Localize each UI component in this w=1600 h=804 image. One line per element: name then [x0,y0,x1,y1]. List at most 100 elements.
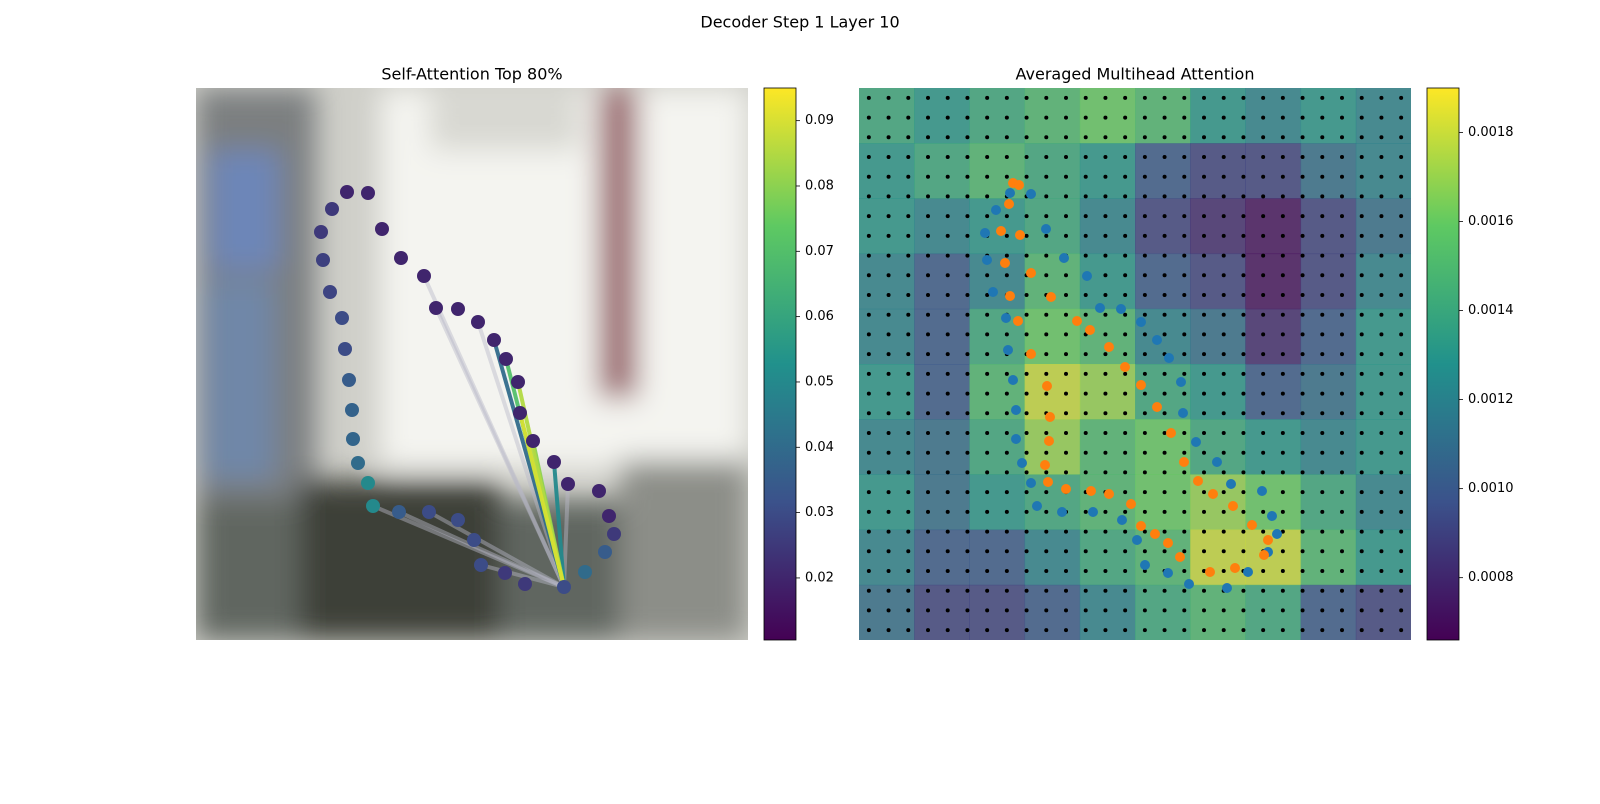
query-dot [926,608,930,613]
query-dot [1162,95,1167,100]
query-dot [1379,115,1384,120]
query-dot [1359,135,1364,140]
query-dot [1202,312,1206,317]
query-dot [1241,115,1246,120]
query-dot [965,509,970,514]
query-dot [866,431,871,435]
query-dot [1024,253,1029,258]
query-dot [1379,293,1384,297]
query-dot [1399,155,1404,159]
query-dot [1359,588,1364,593]
polygon-point [1259,550,1269,560]
query-dot [1320,608,1325,613]
query-dot [985,391,990,396]
query-dot [1142,115,1147,120]
query-dot [1103,391,1108,396]
polygon-point [982,255,992,265]
query-dot [1024,608,1029,613]
query-dot [1359,214,1364,219]
query-dot [1142,135,1147,140]
query-dot [906,194,911,199]
query-dot [1064,529,1068,534]
colorbar [763,87,797,641]
query-dot [1399,391,1404,396]
query-dot [965,371,970,376]
query-dot [1123,490,1128,495]
query-dot [965,588,970,593]
query-dot [1024,549,1029,554]
query-dot [926,431,930,435]
query-dot [1182,371,1187,376]
query-dot [1399,490,1404,495]
vertex-point [467,533,481,547]
query-dot [1399,450,1404,455]
vertex-point [547,455,561,469]
query-dot [1142,411,1147,416]
query-dot [1162,490,1167,495]
query-dot [1280,509,1285,514]
query-dot [1340,174,1344,179]
query-dot [1399,332,1404,337]
polygon-point [1126,499,1136,509]
query-dot [1340,214,1344,219]
heat-cell [1355,308,1411,365]
query-dot [1320,549,1325,554]
query-dot [1399,233,1404,238]
query-dot [1182,253,1187,258]
colorbar-tick-label: 0.05 [805,374,834,389]
query-dot [1024,95,1029,100]
query-dot [1064,371,1068,376]
vertex-point [417,269,431,283]
query-dot [886,450,891,455]
query-dot [926,332,930,337]
query-dot [1359,391,1364,396]
query-dot [906,509,911,514]
vertex-point [557,580,571,594]
vertex-point [511,375,525,389]
query-dot [1340,411,1344,416]
query-dot [1280,115,1285,120]
query-dot [1024,214,1029,219]
polygon-point [1152,335,1162,345]
query-dot [886,352,891,357]
polygon-point [1164,353,1174,363]
query-dot [1103,194,1108,199]
query-dot [985,470,990,475]
query-dot [1162,174,1167,179]
heat-cell [969,474,1026,531]
query-dot [1024,332,1029,337]
query-dot [1202,490,1206,495]
query-dot [965,352,970,357]
query-dot [1340,588,1344,593]
query-dot [1300,273,1305,278]
vertex-point [361,476,375,490]
query-dot [1182,569,1187,573]
query-dot [1221,312,1226,317]
query-dot [1280,529,1285,534]
query-dot [1004,391,1009,396]
query-dot [906,174,911,179]
query-dot [1103,155,1108,159]
query-dot [1320,371,1325,376]
query-dot [945,470,950,475]
heat-cell [859,88,915,144]
query-dot [926,549,930,554]
heat-cell [1079,308,1136,365]
polygon-point [1243,567,1253,577]
query-dot [1202,214,1206,219]
query-dot [1083,371,1088,376]
query-dot [1399,470,1404,475]
heat-cell [969,584,1026,640]
query-dot [965,569,970,573]
query-dot [1300,155,1305,159]
query-dot [1340,312,1344,317]
query-dot [1320,509,1325,514]
query-dot [866,509,871,514]
query-dot [1359,509,1364,514]
query-dot [1320,194,1325,199]
query-dot [1162,293,1167,297]
query-dot [1340,470,1344,475]
query-dot [1123,371,1128,376]
query-dot [866,194,871,199]
